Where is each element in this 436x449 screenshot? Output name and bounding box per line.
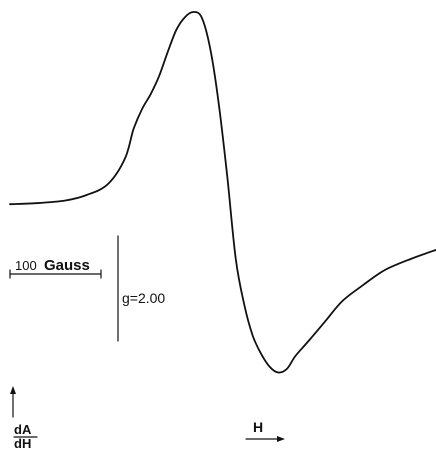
g-value-marker: g=2.00 [117,235,165,342]
x-label-text: H [253,419,263,435]
g-value-label: g=2.00 [122,290,165,306]
gauss-scale-bar: 100 Gauss [9,257,102,279]
y-label-numerator: dA [14,422,32,437]
y-label-denominator: dH [14,436,31,449]
y-axis-label: dA dH [10,386,38,449]
x-arrow-head-icon [277,436,285,442]
x-axis-label: H [245,419,285,442]
scale-bar-unit: Gauss [44,257,90,274]
spectrum-line [9,11,436,374]
scale-bar-value: 100 [15,258,37,273]
y-arrow-head-icon [10,386,16,394]
